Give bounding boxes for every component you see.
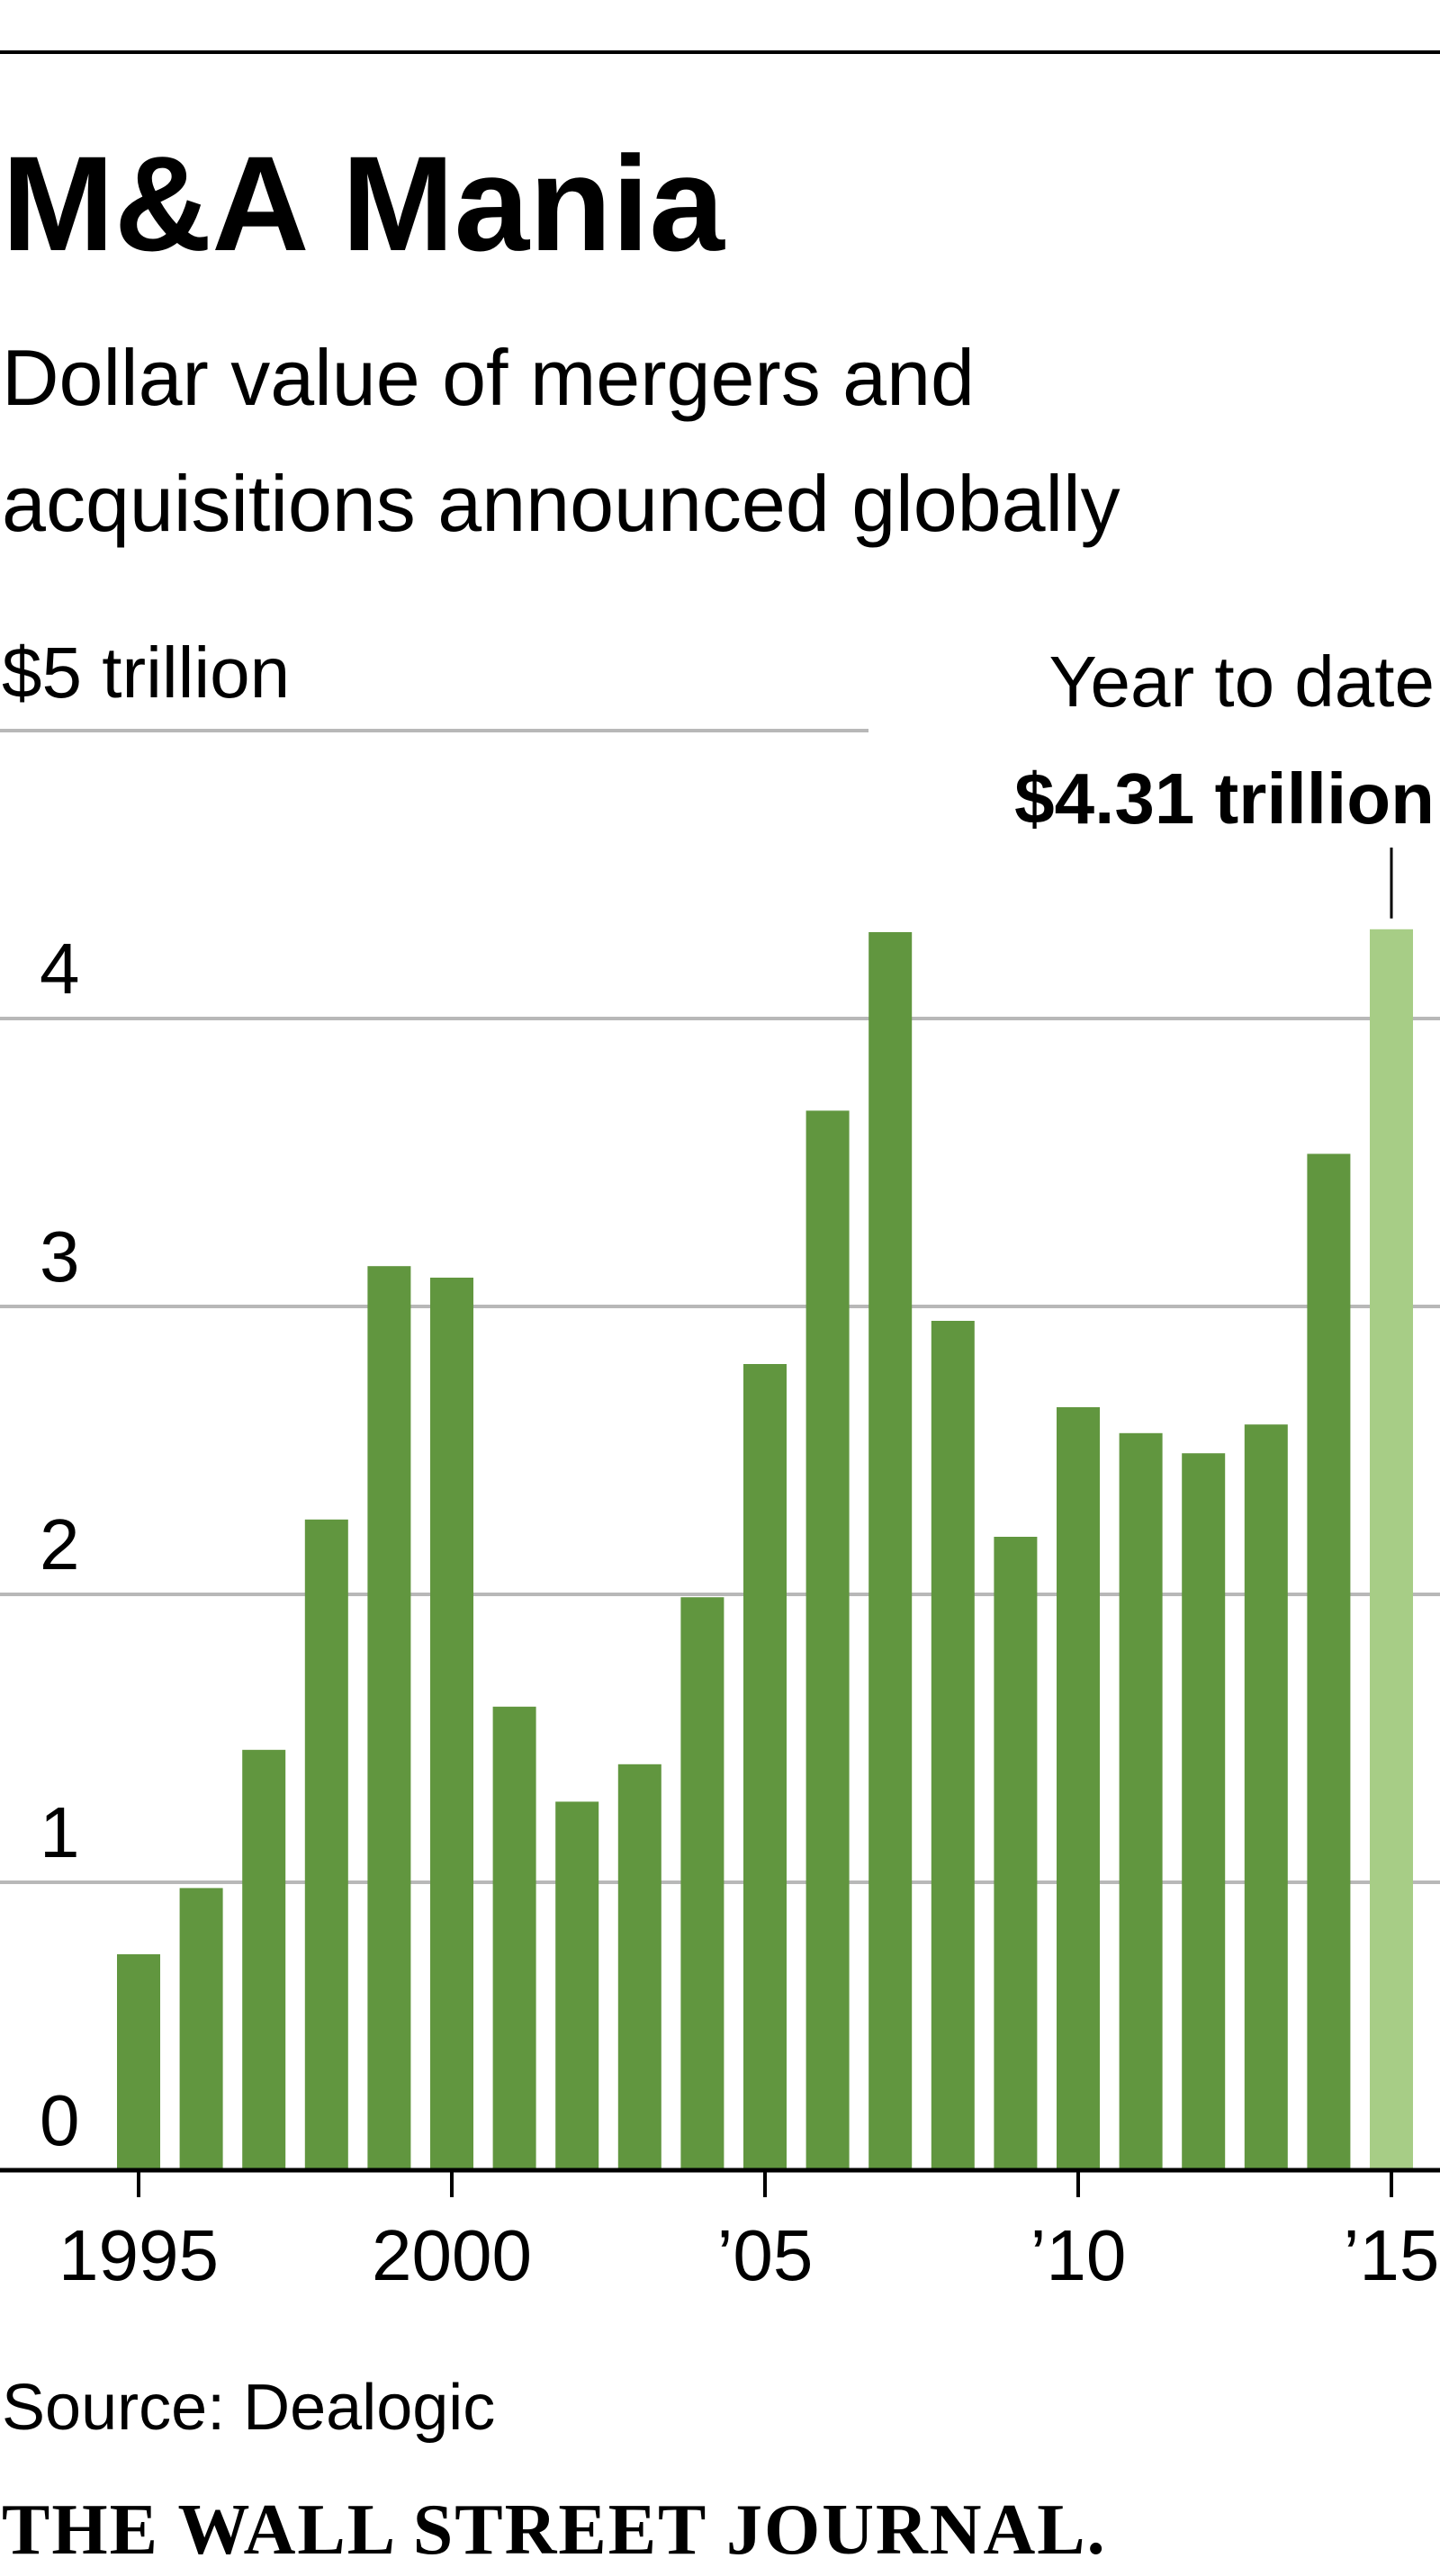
x-tick-label-2005: ’05	[717, 2215, 814, 2295]
bar-1995	[117, 1954, 160, 2170]
y-tick-label-0: 0	[40, 2080, 80, 2160]
x-axis-ticks: 1995 2000 ’05 ’10 ’15	[58, 2170, 1439, 2295]
bar-1996	[179, 1888, 223, 2170]
bars	[117, 929, 1413, 2170]
bar-2004	[680, 1597, 724, 2170]
bar-1997	[242, 1749, 286, 2170]
chart-title: M&A Mania	[2, 128, 725, 279]
bar-2003	[617, 1764, 662, 2170]
y-axis-unit-label: $5 trillion	[2, 633, 290, 713]
y-tick-label-2: 2	[40, 1504, 80, 1584]
bar-2009	[994, 1537, 1038, 2170]
x-tick-label-2015: ’15	[1344, 2215, 1440, 2295]
chart-subtitle-line-2: acquisitions announced globally	[2, 459, 1120, 548]
bar-2010	[1057, 1407, 1100, 2170]
bar-2011	[1119, 1432, 1163, 2170]
bar-2015	[1370, 929, 1413, 2170]
bar-2002	[555, 1801, 599, 2170]
bar-2013	[1244, 1424, 1288, 2170]
bar-2006	[806, 1110, 850, 2170]
y-tick-label-3: 3	[40, 1216, 80, 1297]
source-note: Source: Dealogic	[2, 2372, 495, 2444]
bar-2012	[1182, 1453, 1226, 2170]
chart-subtitle-line-1: Dollar value of mergers and	[2, 333, 975, 422]
annotation-label: Year to date	[1048, 642, 1435, 722]
bar-2001	[492, 1706, 536, 2170]
x-tick-label-1995: 1995	[58, 2215, 219, 2295]
bar-2005	[743, 1364, 787, 2170]
x-tick-label-2000: 2000	[372, 2215, 532, 2295]
bar-1999	[367, 1266, 411, 2170]
y-tick-label-4: 4	[40, 929, 80, 1009]
y-tick-label-1: 1	[40, 1792, 80, 1872]
bar-2008	[931, 1321, 975, 2170]
bar-2000	[430, 1278, 473, 2170]
y-axis-ticks: 0 1 2 3 4	[40, 929, 80, 2160]
x-tick-label-2010: ’10	[1030, 2215, 1127, 2295]
bar-2014	[1307, 1153, 1351, 2170]
bar-2007	[868, 932, 913, 2170]
bar-1998	[304, 1519, 348, 2170]
annotation-value: $4.31 trillion	[1014, 758, 1435, 839]
publisher-logo: THE WALL STREET JOURNAL.	[2, 2491, 1107, 2570]
gridlines	[0, 729, 1440, 1884]
